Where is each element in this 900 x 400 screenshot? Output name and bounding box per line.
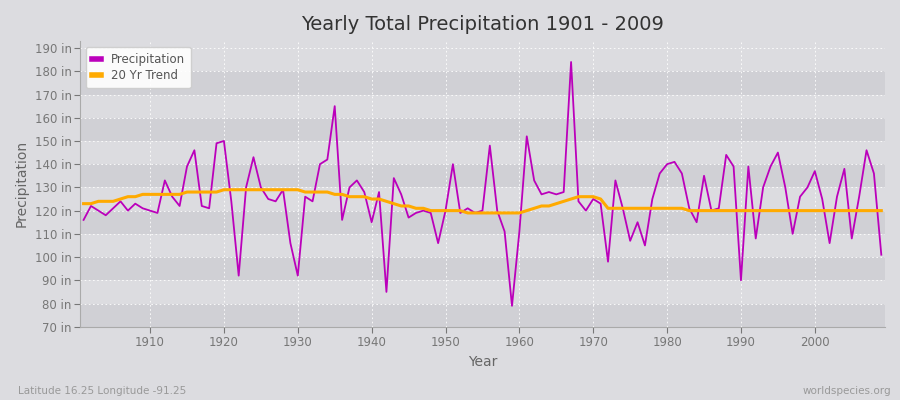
Bar [80, 280, 885, 304]
Legend: Precipitation, 20 Yr Trend: Precipitation, 20 Yr Trend [86, 47, 191, 88]
Bar [80, 211, 885, 234]
20 Yr Trend [307, 190, 318, 194]
Precipitation [876, 252, 886, 257]
Text: worldspecies.org: worldspecies.org [803, 386, 891, 396]
20 Yr Trend [521, 208, 532, 213]
Bar [80, 94, 885, 118]
Text: Latitude 16.25 Longitude -91.25: Latitude 16.25 Longitude -91.25 [18, 386, 186, 396]
Line: Precipitation: Precipitation [84, 62, 881, 306]
Precipitation [507, 304, 517, 308]
Bar [80, 187, 885, 211]
20 Yr Trend [78, 201, 89, 206]
Precipitation [617, 206, 628, 211]
Bar [80, 48, 885, 71]
Precipitation [138, 206, 148, 211]
Precipitation [300, 194, 310, 199]
Precipitation [514, 229, 525, 234]
Bar [80, 71, 885, 94]
Bar [80, 234, 885, 257]
Bar [80, 304, 885, 327]
20 Yr Trend [528, 206, 539, 211]
Precipitation [78, 218, 89, 222]
Precipitation [344, 185, 355, 190]
Precipitation [521, 134, 532, 139]
20 Yr Trend [352, 194, 363, 199]
20 Yr Trend [219, 187, 230, 192]
20 Yr Trend [876, 208, 886, 213]
Bar [80, 257, 885, 280]
Precipitation [566, 60, 577, 64]
Bar [80, 141, 885, 164]
Y-axis label: Precipitation: Precipitation [15, 140, 29, 228]
20 Yr Trend [617, 206, 628, 211]
20 Yr Trend [138, 192, 148, 197]
X-axis label: Year: Year [468, 355, 497, 369]
Title: Yearly Total Precipitation 1901 - 2009: Yearly Total Precipitation 1901 - 2009 [301, 15, 664, 34]
Line: 20 Yr Trend: 20 Yr Trend [84, 190, 881, 213]
Bar [80, 118, 885, 141]
20 Yr Trend [463, 210, 473, 215]
Bar [80, 164, 885, 187]
